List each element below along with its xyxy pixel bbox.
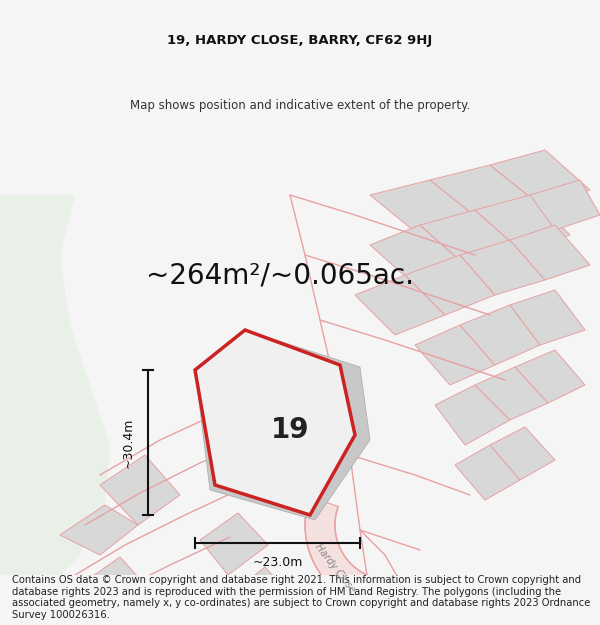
Polygon shape: [60, 505, 138, 555]
Polygon shape: [510, 290, 585, 345]
Polygon shape: [265, 618, 328, 625]
Polygon shape: [460, 305, 540, 365]
Text: ~30.4m: ~30.4m: [121, 418, 134, 468]
Polygon shape: [420, 210, 520, 265]
Text: ~264m²/~0.065ac.: ~264m²/~0.065ac.: [146, 261, 414, 289]
Polygon shape: [195, 330, 355, 515]
Polygon shape: [230, 567, 295, 625]
Text: ~23.0m: ~23.0m: [253, 556, 303, 569]
Polygon shape: [435, 385, 510, 445]
Polygon shape: [405, 255, 495, 315]
Text: Hardy Close: Hardy Close: [313, 541, 356, 594]
Polygon shape: [200, 513, 268, 575]
Text: Contains OS data © Crown copyright and database right 2021. This information is : Contains OS data © Crown copyright and d…: [12, 575, 590, 620]
Polygon shape: [0, 195, 110, 595]
Polygon shape: [305, 496, 397, 610]
Polygon shape: [515, 350, 585, 403]
Polygon shape: [430, 165, 540, 220]
Polygon shape: [490, 427, 555, 480]
Polygon shape: [530, 180, 600, 230]
Polygon shape: [415, 325, 495, 385]
Text: 19, HARDY CLOSE, BARRY, CF62 9HJ: 19, HARDY CLOSE, BARRY, CF62 9HJ: [167, 34, 433, 47]
Polygon shape: [455, 445, 520, 500]
Text: Map shows position and indicative extent of the property.: Map shows position and indicative extent…: [130, 99, 470, 112]
Polygon shape: [105, 597, 168, 625]
Polygon shape: [355, 275, 445, 335]
Polygon shape: [475, 195, 570, 250]
Polygon shape: [195, 330, 370, 520]
Polygon shape: [460, 240, 545, 295]
Polygon shape: [370, 180, 480, 240]
Polygon shape: [510, 225, 590, 280]
Polygon shape: [490, 150, 590, 205]
Polygon shape: [80, 557, 150, 615]
Text: 19: 19: [271, 416, 309, 444]
Polygon shape: [100, 455, 180, 525]
Polygon shape: [475, 367, 548, 420]
Polygon shape: [370, 225, 465, 285]
